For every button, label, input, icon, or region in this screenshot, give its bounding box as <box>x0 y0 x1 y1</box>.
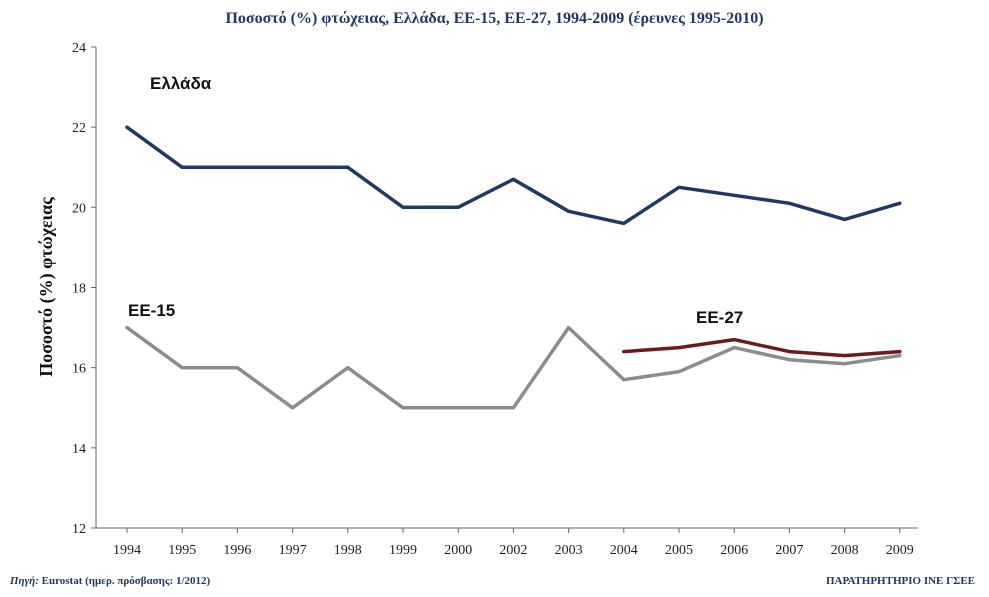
source-note: Πηγή: Eurostat (ημερ. πρόσβασης: 1/2012) <box>10 575 210 587</box>
series-line-eu15 <box>125 325 902 410</box>
y-tick-label: 12 <box>72 522 86 537</box>
x-tick-label: 2000 <box>444 543 472 558</box>
y-tick-label: 24 <box>72 41 86 56</box>
x-tick-label: 2006 <box>720 543 748 558</box>
series-label-greece: Ελλάδα <box>150 74 212 93</box>
x-tick-label: 1997 <box>279 543 307 558</box>
x-tick-label: 2004 <box>610 543 638 558</box>
y-tick-label: 16 <box>72 362 86 377</box>
y-tick-label: 20 <box>72 201 86 216</box>
x-tick-label: 2003 <box>555 543 583 558</box>
x-tick-label: 2009 <box>886 543 914 558</box>
x-tick-label: 1998 <box>334 543 362 558</box>
source-text: Eurostat (ημερ. πρόσβασης: 1/2012) <box>41 575 211 587</box>
series-label-eu15: ΕΕ-15 <box>128 301 175 320</box>
x-tick-label: 1999 <box>389 543 417 558</box>
x-tick-label: 1995 <box>168 543 196 558</box>
series-labels: Ελλάδα ΕΕ-15 ΕΕ-27 <box>128 74 743 327</box>
x-tick-label: 2007 <box>775 543 803 558</box>
x-tick-label: 1994 <box>113 543 141 558</box>
y-tick-label: 18 <box>72 282 86 297</box>
series-layer <box>125 125 902 410</box>
x-tick-label: 1996 <box>223 543 251 558</box>
axes: 12 14 16 18 20 22 24 1994 1995 1996 1997 1998 1999 20… <box>72 41 918 558</box>
x-tick-label: 2005 <box>665 543 693 558</box>
source-label: Πηγή: <box>10 575 39 587</box>
chart-title: Ποσοστό (%) φτώχειας, Ελλάδα, ΕΕ-15, ΕΕ-… <box>225 10 764 27</box>
series-line-greece <box>125 125 902 226</box>
series-line-eu27 <box>622 337 902 358</box>
y-tick-label: 22 <box>72 121 86 136</box>
y-tick-label: 14 <box>72 442 86 457</box>
x-tick-label: 2008 <box>831 543 859 558</box>
series-label-eu27: ΕΕ-27 <box>696 308 743 327</box>
x-tick-label: 2002 <box>499 543 527 558</box>
organization-note: ΠΑΡΑΤΗΡΗΤΗΡΙΟ ΙΝΕ ΓΣΕΕ <box>825 575 975 587</box>
y-axis-title: Ποσοστό (%) φτώχειας <box>36 197 57 377</box>
